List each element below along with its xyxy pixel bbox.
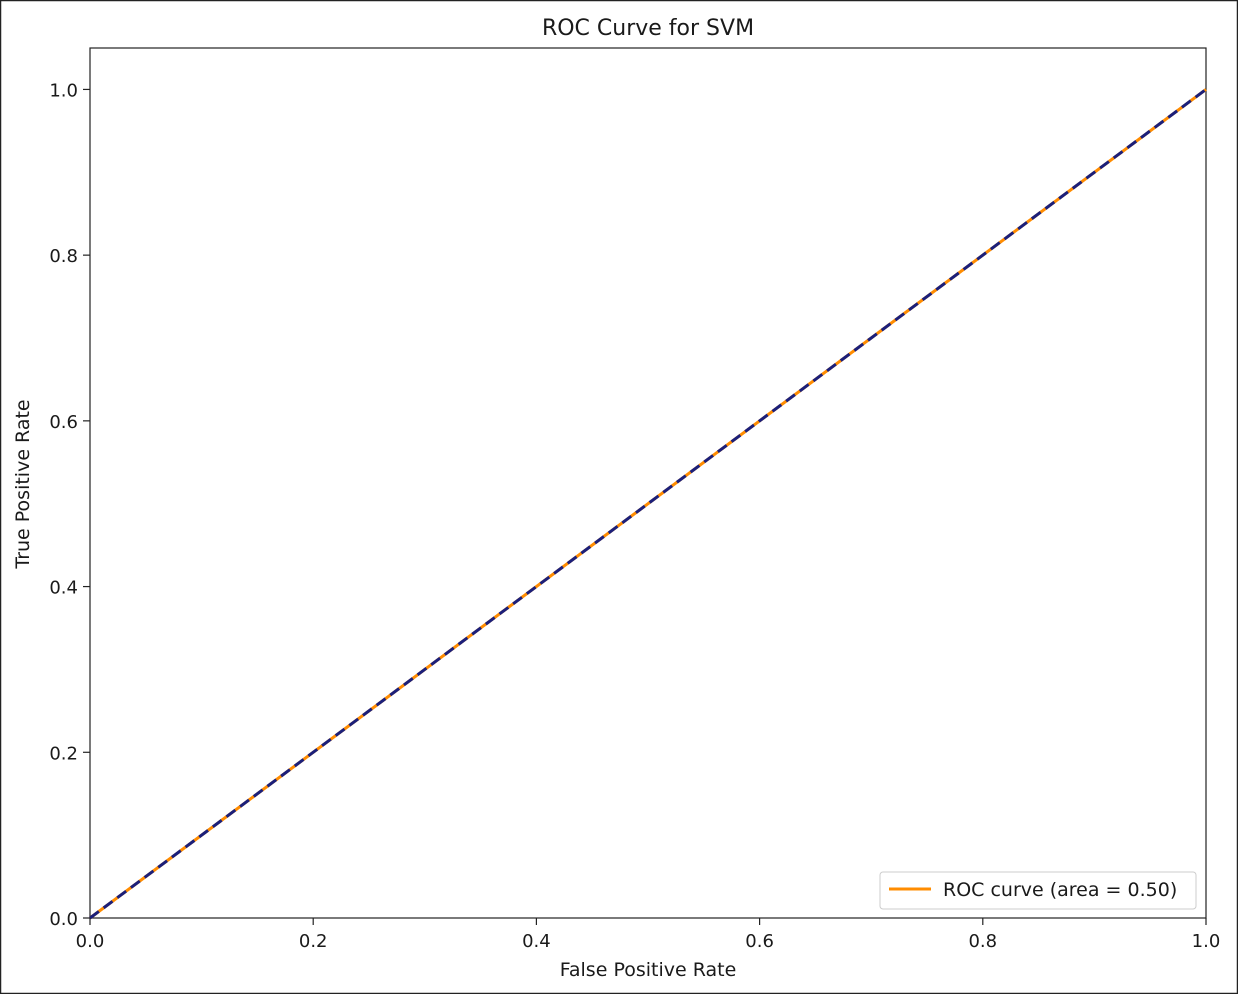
x-tick-label: 0.0 xyxy=(76,931,105,952)
legend: ROC curve (area = 0.50) xyxy=(879,871,1197,910)
y-axis-ticks: 0.0 0.2 0.4 0.6 0.8 1.0 xyxy=(49,80,90,930)
legend-label-roc-curve: ROC curve (area = 0.50) xyxy=(943,879,1177,901)
x-tick-label: 0.4 xyxy=(522,931,551,952)
x-tick-label: 0.8 xyxy=(968,931,997,952)
legend-box xyxy=(879,871,1197,910)
reference-diagonal-line xyxy=(89,88,1207,920)
series-layer xyxy=(89,88,1207,920)
x-tick-label: 0.6 xyxy=(745,931,774,952)
y-tick-label: 1.0 xyxy=(49,80,78,101)
axes-frame xyxy=(89,47,1207,919)
y-tick-label: 0.8 xyxy=(49,246,78,267)
x-axis-label: False Positive Rate xyxy=(560,959,737,981)
plot-area: 0.0 0.2 0.4 0.6 0.8 1.0 0.0 0.2 0.4 0.6 0.8 1.0 xyxy=(49,47,1221,952)
x-axis-ticks: 0.0 0.2 0.4 0.6 0.8 1.0 xyxy=(76,918,1221,952)
y-tick-label: 0.2 xyxy=(49,743,78,764)
y-tick-label: 0.6 xyxy=(49,412,78,433)
y-axis-label: True Positive Rate xyxy=(12,399,34,569)
y-tick-label: 0.0 xyxy=(49,909,78,930)
x-tick-label: 1.0 xyxy=(1192,931,1221,952)
chart-title: ROC Curve for SVM xyxy=(542,16,754,41)
x-tick-label: 0.2 xyxy=(299,931,328,952)
y-tick-label: 0.4 xyxy=(49,578,78,599)
